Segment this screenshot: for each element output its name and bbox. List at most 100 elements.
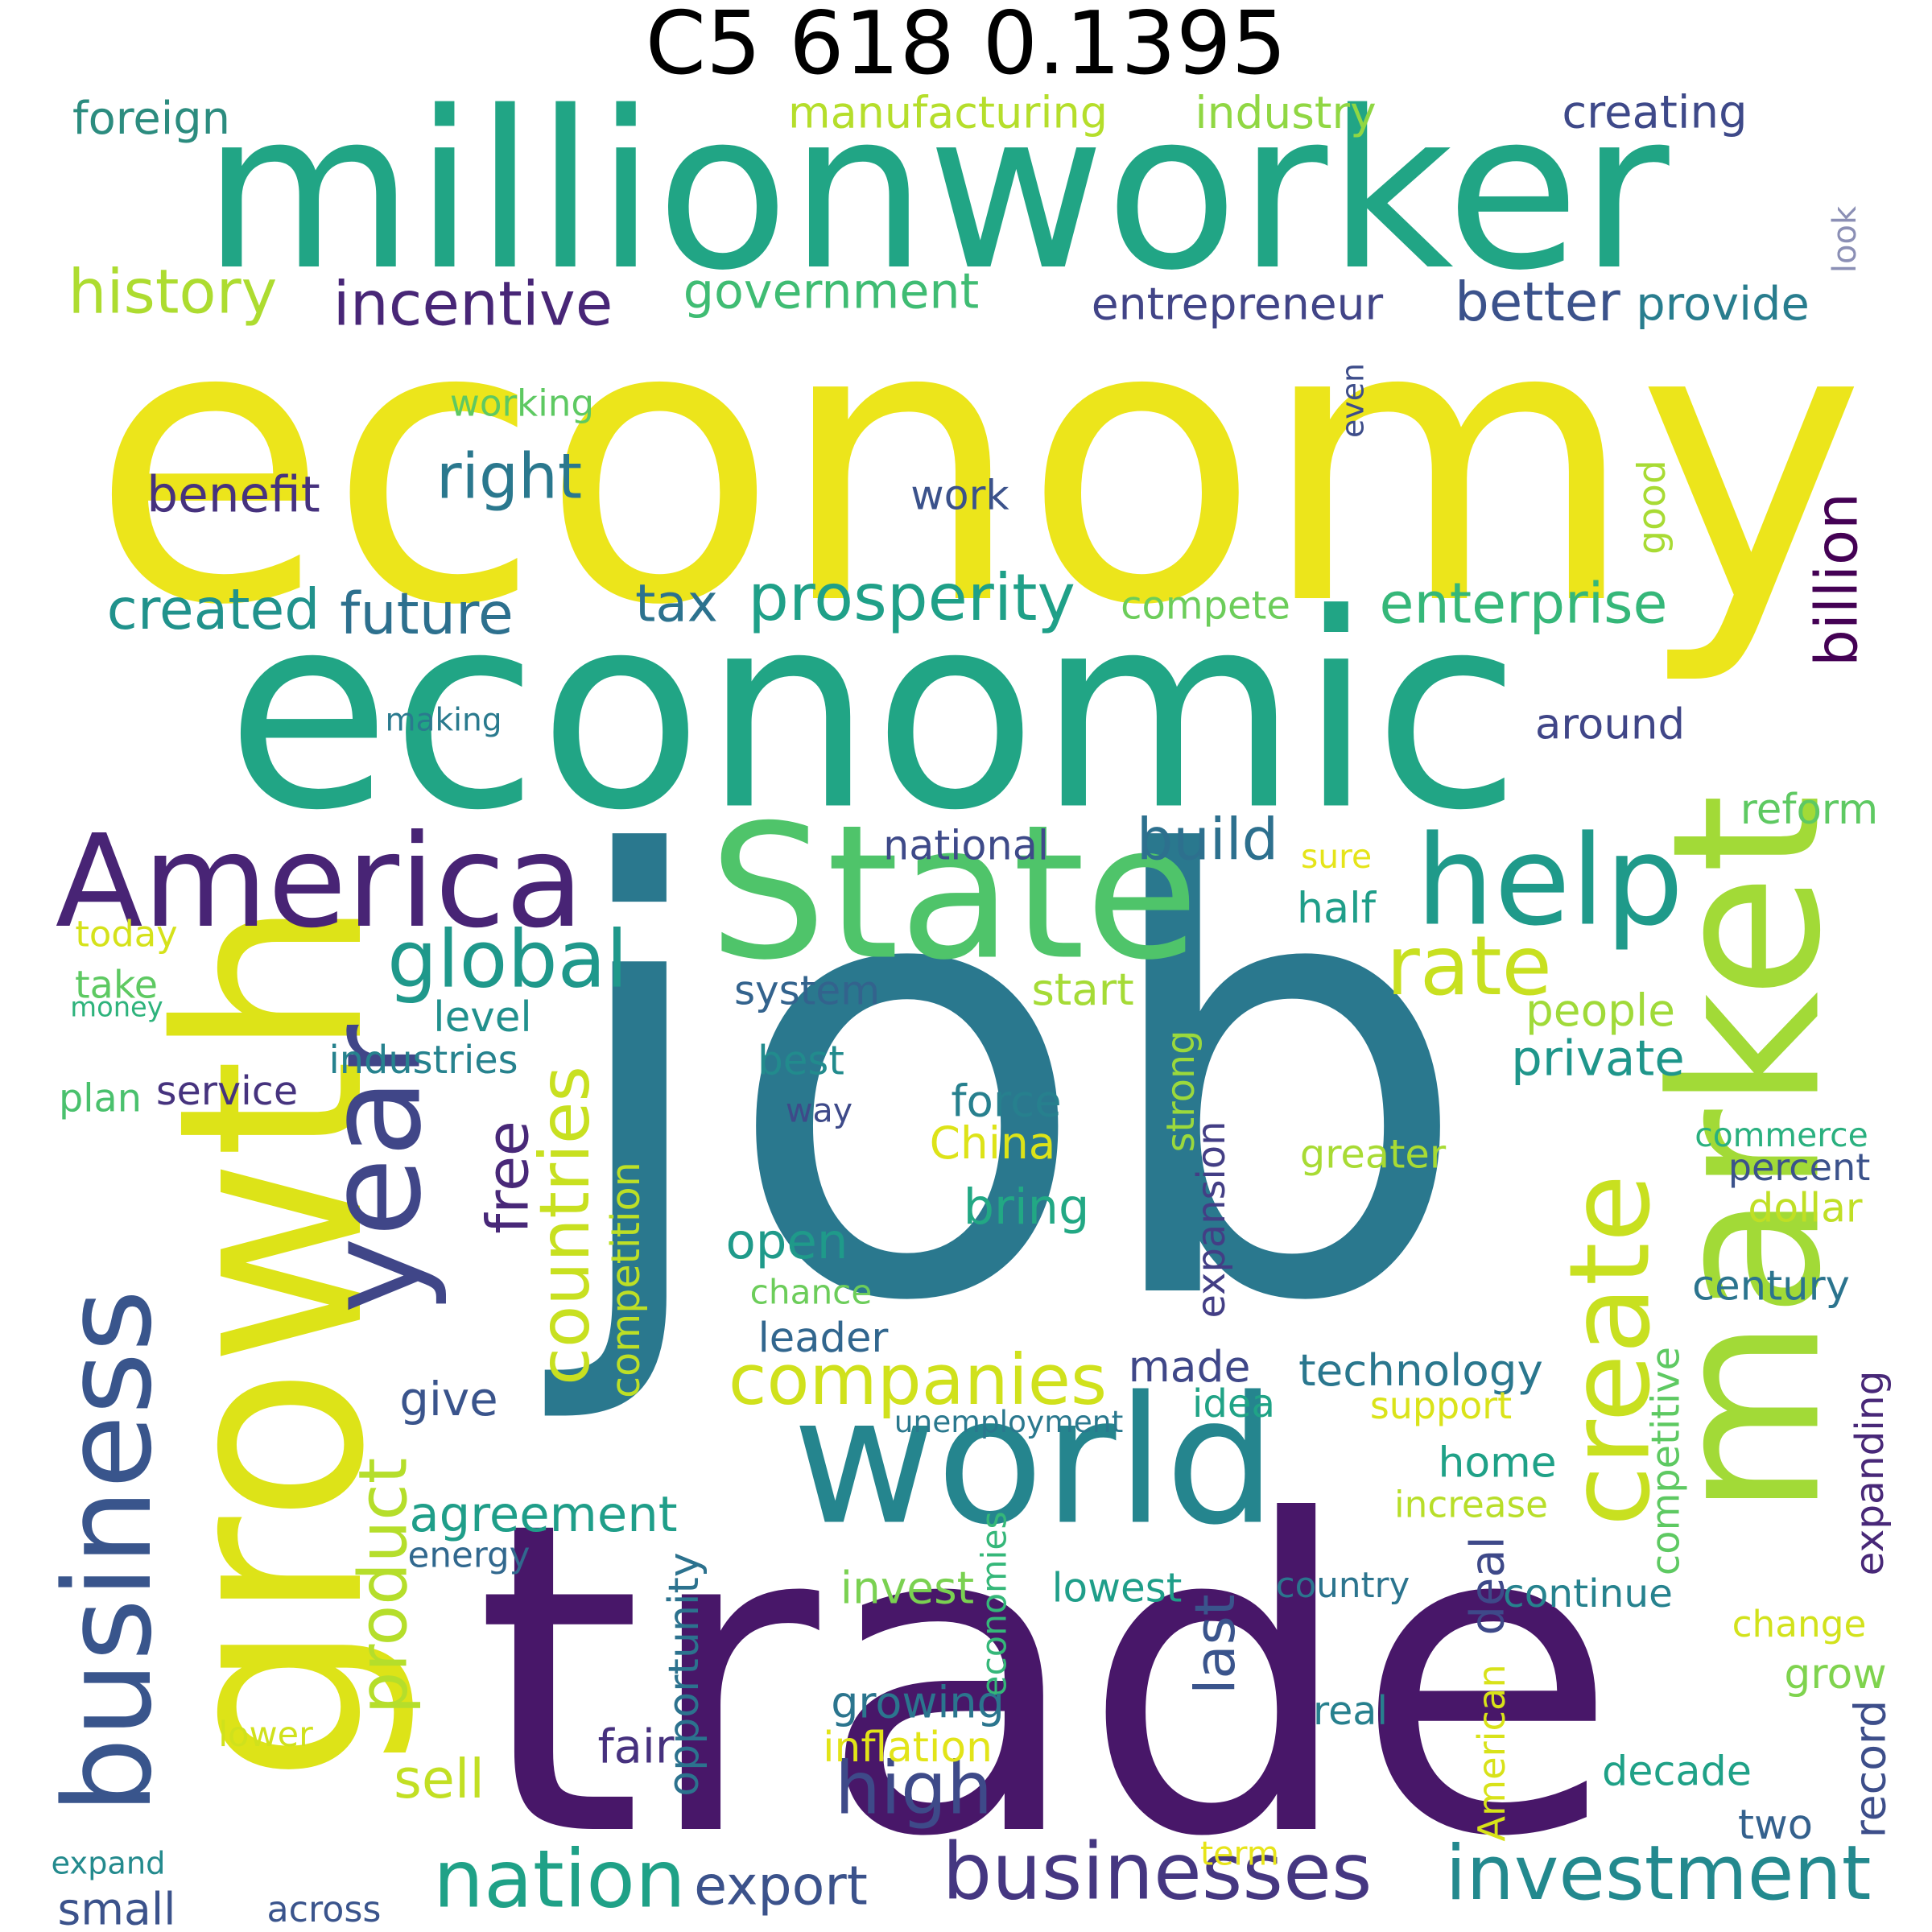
word-plan: plan xyxy=(59,1077,142,1121)
word-reform: reform xyxy=(1740,786,1878,834)
word-enterprise: enterprise xyxy=(1380,572,1668,637)
word-state: State xyxy=(709,786,1199,1001)
word-future: future xyxy=(340,580,514,647)
word-century: century xyxy=(1692,1262,1850,1311)
word-open: open xyxy=(726,1213,848,1270)
word-world: world xyxy=(792,1359,1277,1564)
word-money: money xyxy=(70,992,163,1023)
word-sell: sell xyxy=(394,1748,485,1810)
word-grow: grow xyxy=(1784,1650,1886,1699)
word-technology: technology xyxy=(1298,1344,1543,1396)
word-product: product xyxy=(345,1458,423,1714)
word-billion: billion xyxy=(1804,493,1872,667)
word-leader: leader xyxy=(758,1315,889,1362)
word-global: global xyxy=(387,914,628,1006)
word-competitive: competitive xyxy=(1645,1347,1689,1575)
word-energy: energy xyxy=(408,1536,530,1576)
word-tax: tax xyxy=(635,574,718,634)
word-increase: increase xyxy=(1394,1484,1548,1526)
word-change: change xyxy=(1732,1603,1867,1645)
word-work: work xyxy=(910,472,1009,519)
word-american: American xyxy=(1470,1664,1513,1841)
word-commerce: commerce xyxy=(1695,1116,1868,1154)
word-made: made xyxy=(1129,1341,1251,1392)
word-small: small xyxy=(58,1885,176,1932)
word-good: good xyxy=(1630,460,1674,555)
word-growing: growing xyxy=(831,1678,1005,1728)
word-continue: continue xyxy=(1503,1571,1673,1616)
word-expand: expand xyxy=(52,1846,166,1882)
word-expanding: expanding xyxy=(1847,1371,1893,1576)
word-agreement: agreement xyxy=(409,1487,677,1543)
word-america: America xyxy=(56,807,584,956)
word-last: last xyxy=(1183,1594,1248,1694)
word-right: right xyxy=(436,441,582,514)
word-benefit: benefit xyxy=(147,467,320,524)
word-idea: idea xyxy=(1192,1381,1275,1426)
word-level: level xyxy=(433,993,531,1042)
word-trade: trade xyxy=(475,1430,1619,1930)
word-prosperity: prosperity xyxy=(748,560,1075,635)
word-manufacturing: manufacturing xyxy=(788,88,1108,138)
word-create: create xyxy=(1546,1174,1675,1526)
word-people: people xyxy=(1525,985,1675,1036)
word-around: around xyxy=(1535,700,1685,749)
word-rate: rate xyxy=(1386,919,1552,1013)
word-percent: percent xyxy=(1728,1146,1871,1189)
word-making: making xyxy=(385,703,502,739)
word-foreign: foreign xyxy=(72,93,230,145)
word-job: job xyxy=(537,733,1473,1433)
word-force: force xyxy=(951,1075,1061,1127)
word-decade: decade xyxy=(1602,1748,1752,1795)
word-economies: economies xyxy=(975,1511,1015,1696)
word-market: market xyxy=(1629,794,1866,1517)
word-competition: competition xyxy=(602,1162,649,1398)
word-nation: nation xyxy=(433,1834,686,1926)
word-strong: strong xyxy=(1159,1030,1203,1153)
word-industries: industries xyxy=(328,1038,518,1083)
word-expansion: expansion xyxy=(1190,1121,1234,1319)
word-service: service xyxy=(156,1067,298,1114)
word-support: support xyxy=(1370,1384,1512,1427)
word-creating: creating xyxy=(1562,87,1747,139)
word-national: national xyxy=(883,822,1049,869)
word-greater: greater xyxy=(1300,1131,1447,1178)
word-home: home xyxy=(1438,1439,1556,1488)
word-created: created xyxy=(107,577,320,642)
word-year: year xyxy=(299,1024,450,1314)
word-free: free xyxy=(475,1121,542,1234)
word-entrepreneur: entrepreneur xyxy=(1092,279,1384,330)
word-industry: industry xyxy=(1195,87,1376,138)
word-economy: economy xyxy=(90,240,1865,690)
word-better: better xyxy=(1455,270,1620,333)
word-system: system xyxy=(734,967,880,1014)
word-invest: invest xyxy=(840,1563,974,1614)
word-high: high xyxy=(835,1748,993,1831)
word-provide: provide xyxy=(1636,277,1810,331)
word-investment: investment xyxy=(1445,1830,1871,1918)
word-sure: sure xyxy=(1301,837,1372,876)
word-export: export xyxy=(694,1855,868,1918)
word-economic: economic xyxy=(226,556,1521,869)
word-way: way xyxy=(786,1092,852,1130)
word-across: across xyxy=(267,1889,382,1930)
word-unemployment: unemployment xyxy=(894,1404,1124,1439)
word-china: China xyxy=(930,1117,1056,1169)
word-help: help xyxy=(1415,810,1683,954)
word-incentive: incentive xyxy=(333,269,613,340)
word-deal: deal xyxy=(1461,1536,1515,1635)
word-opportunity: opportunity xyxy=(660,1552,708,1796)
word-working: working xyxy=(450,382,594,425)
word-inflation: inflation xyxy=(823,1724,993,1772)
word-half: half xyxy=(1297,885,1377,933)
word-businesses: businesses xyxy=(942,1827,1372,1918)
word-country: country xyxy=(1276,1566,1410,1606)
word-chance: chance xyxy=(750,1273,873,1312)
word-record: record xyxy=(1845,1700,1896,1839)
word-business: business xyxy=(39,1290,179,1814)
word-companies: companies xyxy=(729,1340,1107,1421)
word-look: look xyxy=(1827,205,1864,273)
word-real: real xyxy=(1313,1687,1388,1734)
word-private: private xyxy=(1511,1030,1685,1088)
word-today: today xyxy=(75,913,177,956)
